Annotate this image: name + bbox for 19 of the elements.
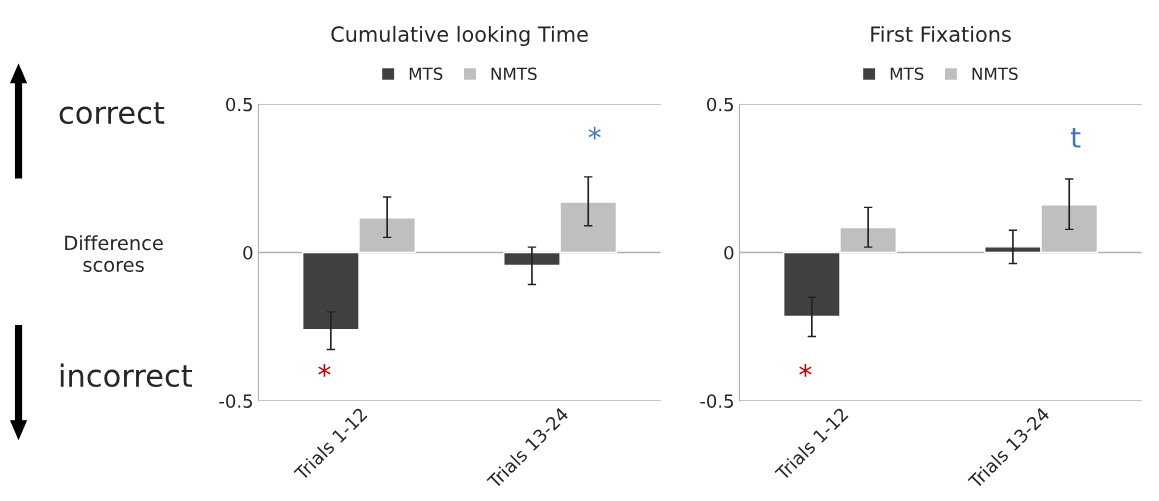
text: correct <box>59 102 165 125</box>
y-tick-label: -0.5 <box>700 394 734 408</box>
annotation: * <box>318 364 331 377</box>
legend-label: MTS <box>890 67 924 81</box>
legend-label: NMTS <box>972 67 1018 81</box>
chart-title: Cumulative looking Time <box>331 25 588 47</box>
legend-label: NMTS <box>491 67 537 81</box>
y-tick-label: 0.5 <box>707 97 733 112</box>
chart-title: First Fixations <box>871 25 1011 42</box>
y-tick-label: 0 <box>724 245 734 260</box>
annotation: t <box>1070 127 1081 148</box>
y-tick-label: -0.5 <box>219 394 253 408</box>
annotation: * <box>588 126 601 140</box>
annotation: * <box>799 364 812 377</box>
y-axis-title: Difference scores <box>65 235 163 273</box>
y-tick-label: 0.5 <box>226 97 253 112</box>
legend-label: MTS <box>409 67 443 81</box>
text: incorrect <box>60 363 193 388</box>
y-tick-label: 0 <box>243 245 253 260</box>
